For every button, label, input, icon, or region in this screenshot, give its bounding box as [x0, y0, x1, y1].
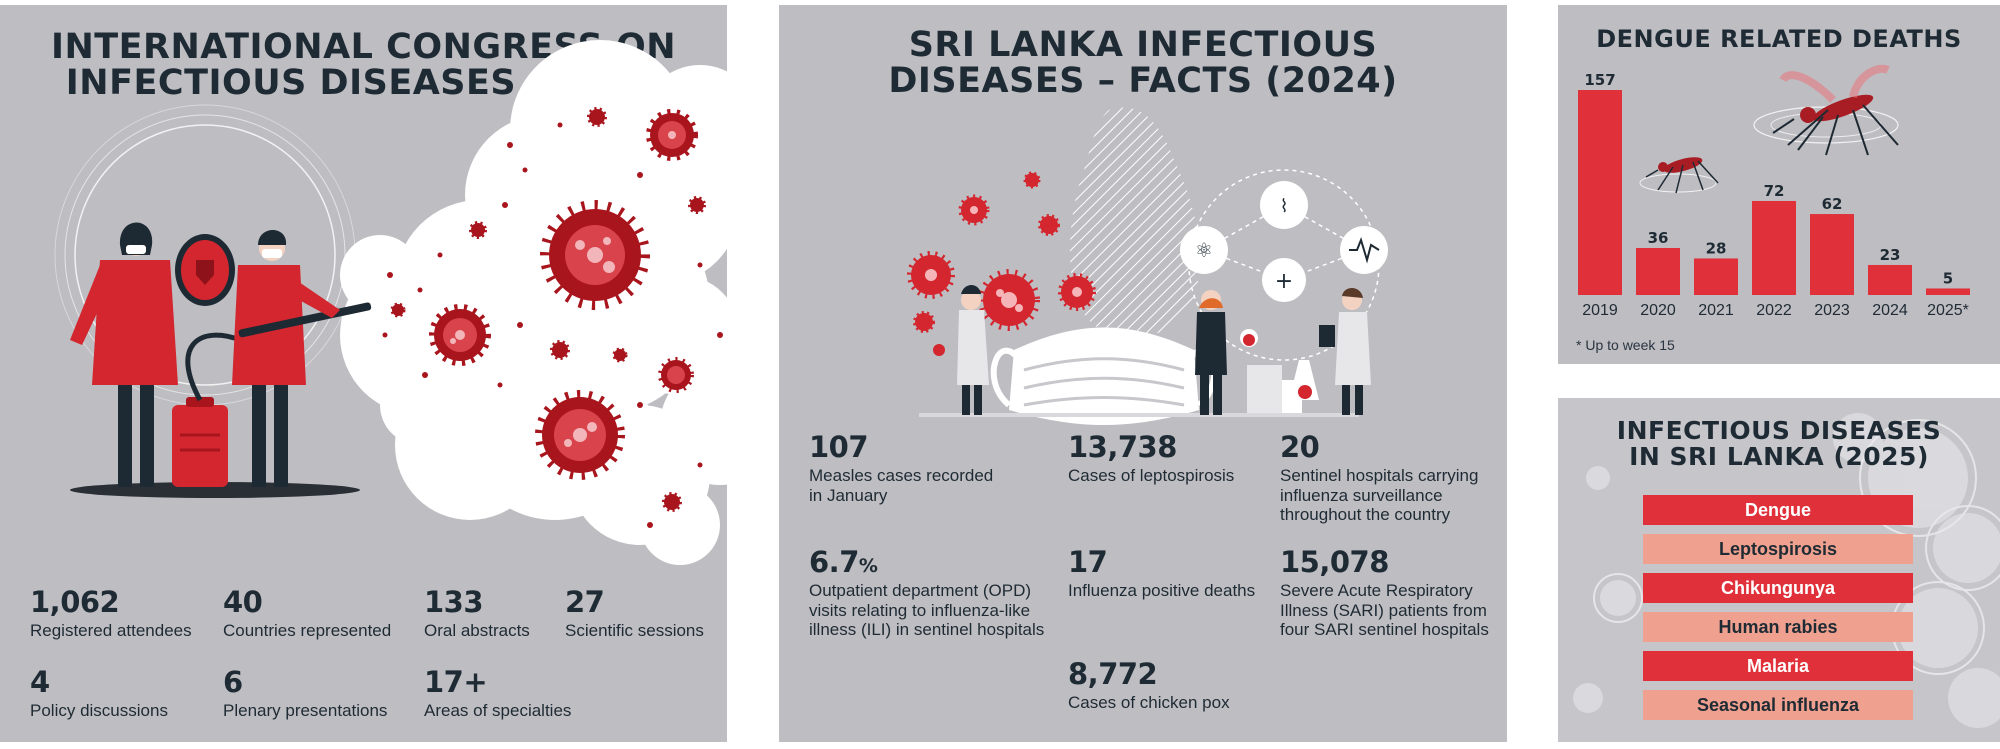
- fact-label: Measles cases recorded in January: [809, 466, 994, 505]
- disease-item-seasonal-influenza: Seasonal influenza: [1643, 690, 1913, 720]
- stat-plenary-presentations: 6 Plenary presentations: [223, 668, 387, 721]
- stat-label: Registered attendees: [30, 621, 192, 640]
- stat-label: Policy discussions: [30, 701, 168, 720]
- fact-label: Outpatient department (OPD) visits relati…: [809, 581, 1045, 640]
- stat-label: Areas of specialties: [424, 701, 572, 720]
- disease-item-dengue: Dengue: [1643, 495, 1913, 525]
- x-tick-label: 2024: [1872, 302, 1908, 319]
- fact-number: 8,772: [1068, 657, 1158, 691]
- x-tick-label: 2023: [1814, 302, 1850, 319]
- bar-2022: [1752, 200, 1796, 295]
- chart-footnote: * Up to week 15: [1576, 337, 1675, 353]
- stat-number: 1,062: [30, 585, 120, 619]
- stat-number: 17+: [424, 665, 488, 699]
- fact-chicken-pox: 8,772 Cases of chicken pox: [1068, 660, 1230, 713]
- stat-label: Plenary presentations: [223, 701, 388, 720]
- bar-value-label: 157: [1584, 71, 1615, 89]
- scientists-mask-illustration: ⌇ ⚛ +: [907, 107, 1388, 425]
- bar-value-label: 5: [1943, 269, 1953, 287]
- stat-scientific-sessions: 27 Scientific sessions: [565, 588, 704, 641]
- fact-number: 6.7%: [809, 545, 878, 579]
- mosquito-icon: [1753, 64, 1899, 156]
- stat-oral-abstracts: 133 Oral abstracts: [424, 588, 530, 641]
- fact-sari-patients: 15,078 Severe Acute Respiratory Illness (…: [1280, 548, 1489, 640]
- stat-policy-discussions: 4 Policy discussions: [30, 668, 168, 721]
- dengue-bar-chart: 157 2019 36 2020 28 2021 72 2022 62 2023 23 2024 5 20…: [1578, 64, 1970, 319]
- stat-countries-represented: 40 Countries represented: [223, 588, 391, 641]
- fact-label: Cases of leptospirosis: [1068, 466, 1235, 485]
- stat-areas-of-specialties: 17+ Areas of specialties: [424, 668, 571, 721]
- fact-label: Sentinel hospitals carrying influenza sur…: [1280, 466, 1479, 525]
- fact-label: Influenza positive deaths: [1068, 581, 1256, 600]
- stat-number: 6: [223, 665, 243, 699]
- fact-label: Severe Acute Respiratory Illness (SARI) p…: [1280, 581, 1489, 640]
- stat-number: 4: [30, 665, 50, 699]
- disease-item-leptospirosis: Leptospirosis: [1643, 534, 1913, 564]
- facts-title-line2: DISEASES – FACTS (2024): [888, 61, 1398, 102]
- disease-item-human-rabies: Human rabies: [1643, 612, 1913, 642]
- stat-label: Scientific sessions: [565, 621, 704, 640]
- fact-label: Cases of chicken pox: [1068, 693, 1230, 712]
- spraying-virus-illustration: [54, 40, 727, 565]
- stat-number: 27: [565, 585, 605, 619]
- bar-2020: [1636, 247, 1680, 295]
- mosquito-icon: [1639, 157, 1719, 194]
- svg-text:⚛: ⚛: [1195, 238, 1213, 262]
- stat-label: Oral abstracts: [424, 621, 530, 640]
- bar-2023: [1810, 214, 1854, 295]
- fact-number: 13,738: [1068, 430, 1177, 464]
- stat-number: 40: [223, 585, 263, 619]
- svg-text:⌇: ⌇: [1280, 196, 1289, 217]
- bar-value-label: 23: [1880, 246, 1901, 264]
- fact-number: 107: [809, 430, 869, 464]
- disease-item-malaria: Malaria: [1643, 651, 1913, 681]
- bar-value-label: 36: [1648, 229, 1669, 247]
- bar-value-label: 28: [1706, 239, 1727, 257]
- fact-leptospirosis: 13,738 Cases of leptospirosis: [1068, 433, 1234, 486]
- bar-value-label: 62: [1822, 195, 1843, 213]
- dengue-chart-panel: DENGUE RELATED DEATHS 157 2019 36 2020 28 202…: [1558, 5, 2000, 364]
- diseases-title-line2: IN SRI LANKA (2025): [1629, 442, 1929, 471]
- svg-text:+: +: [1275, 269, 1293, 294]
- fact-opd-ili: 6.7% Outpatient department (OPD) visits r…: [809, 548, 1044, 640]
- fact-number: 20: [1280, 430, 1320, 464]
- bar-value-label: 72: [1764, 182, 1785, 200]
- chart-title: DENGUE RELATED DEATHS: [1596, 25, 1962, 53]
- fact-sentinel-hospitals: 20 Sentinel hospitals carrying influenza …: [1280, 433, 1478, 525]
- bar-2024: [1868, 264, 1912, 295]
- bar-2019: [1578, 90, 1622, 295]
- fact-number: 17: [1068, 545, 1108, 579]
- diseases-title-line1: INFECTIOUS DISEASES: [1616, 416, 1942, 445]
- facts-title: SRI LANKA INFECTIOUS DISEASES – FACTS (2…: [779, 27, 1507, 100]
- stat-registered-attendees: 1,062 Registered attendees: [30, 588, 192, 641]
- facts-panel: SRI LANKA INFECTIOUS DISEASES – FACTS (2…: [779, 5, 1507, 742]
- bar-2021: [1694, 258, 1738, 295]
- fact-measles: 107 Measles cases recorded in January: [809, 433, 993, 505]
- diseases-2025-panel: INFECTIOUS DISEASES IN SRI LANKA (2025) …: [1558, 398, 2000, 742]
- congress-panel: INTERNATIONAL CONGRESS ON INFECTIOUS DIS…: [0, 5, 727, 742]
- x-tick-label: 2020: [1640, 302, 1676, 319]
- fact-number: 15,078: [1280, 545, 1389, 579]
- fact-influenza-deaths: 17 Influenza positive deaths: [1068, 548, 1255, 601]
- facts-title-line1: SRI LANKA INFECTIOUS: [908, 25, 1378, 65]
- x-tick-label: 2022: [1756, 302, 1792, 319]
- bar-2025*: [1926, 288, 1970, 295]
- diseases-title: INFECTIOUS DISEASES IN SRI LANKA (2025): [1558, 418, 2000, 470]
- virus-background-texture: [1573, 413, 2000, 728]
- x-tick-label: 2021: [1698, 302, 1734, 319]
- stat-label: Countries represented: [223, 621, 392, 640]
- x-tick-label: 2019: [1582, 302, 1618, 319]
- disease-item-chikungunya: Chikungunya: [1643, 573, 1913, 603]
- stat-number: 133: [424, 585, 484, 619]
- x-tick-label: 2025*: [1927, 302, 1969, 319]
